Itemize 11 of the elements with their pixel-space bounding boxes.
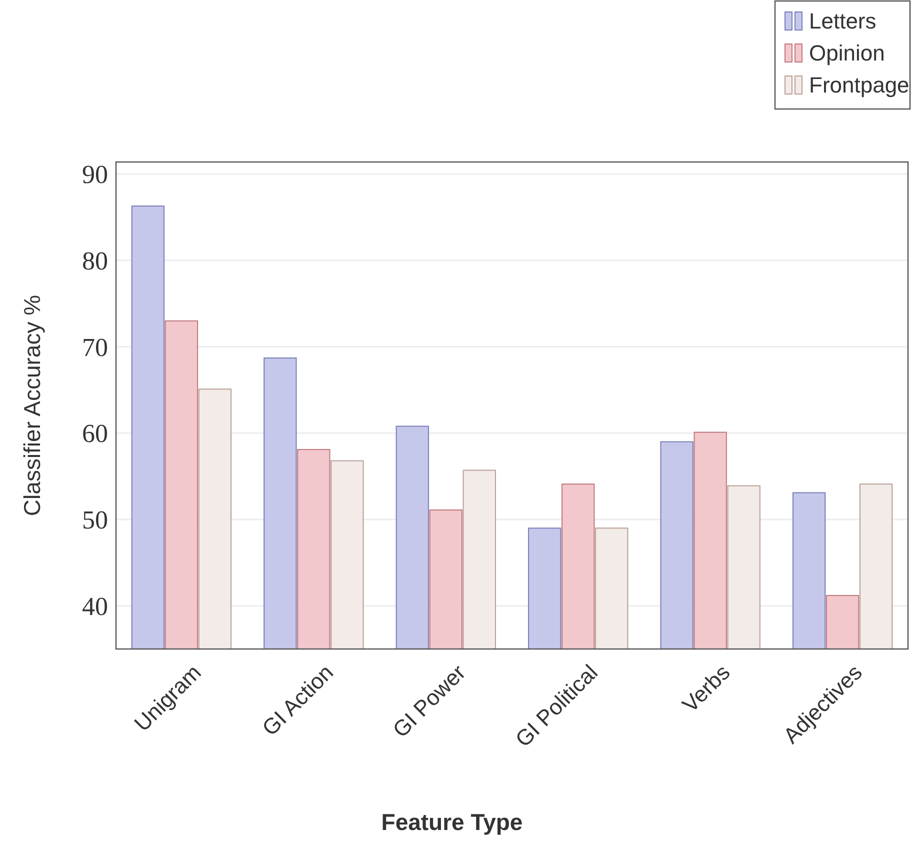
y-tick-label: 90 bbox=[82, 160, 108, 190]
y-tick-label: 50 bbox=[82, 506, 108, 535]
legend-label: Letters bbox=[809, 8, 876, 34]
y-tick-label: 70 bbox=[82, 332, 108, 362]
y-axis-title: Classifier Accuracy % bbox=[19, 294, 45, 516]
y-tick-label: 60 bbox=[82, 419, 108, 448]
x-axis-title: Feature Type bbox=[381, 809, 523, 835]
legend-label: Frontpage bbox=[809, 72, 910, 98]
legend-label: Opinion bbox=[809, 40, 885, 66]
y-tick-label: 80 bbox=[82, 246, 108, 276]
y-tick-label: 40 bbox=[82, 592, 108, 621]
